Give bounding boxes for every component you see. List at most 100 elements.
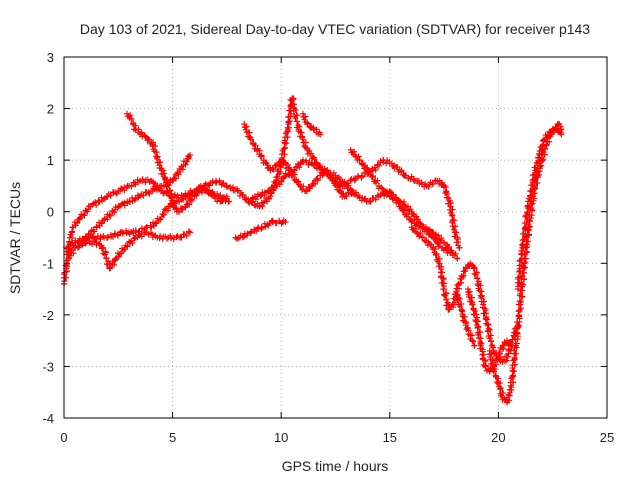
chart-title: Day 103 of 2021, Sidereal Day-to-day VTE…	[80, 21, 590, 37]
series-track-c	[65, 228, 193, 272]
data-point-run	[258, 218, 275, 231]
y-tick-label: 1	[47, 153, 54, 168]
data-point-run	[104, 228, 125, 241]
data-point-run	[241, 123, 254, 141]
x-tick-label: 10	[274, 430, 288, 445]
data-point	[508, 384, 515, 391]
data-point-run	[477, 345, 489, 369]
data-point	[186, 229, 193, 236]
data-point-run	[119, 227, 137, 237]
data-point-run	[145, 229, 159, 241]
y-tick-label: -1	[42, 256, 54, 271]
data-point	[310, 162, 317, 169]
data-point-run	[180, 153, 192, 168]
data-point-run	[522, 188, 535, 219]
data-point-run	[499, 356, 507, 365]
data-point-run	[105, 189, 120, 199]
data-point-run	[168, 194, 181, 213]
data-point-run	[356, 156, 371, 172]
data-point-run	[516, 262, 529, 306]
data-point-run	[440, 183, 454, 207]
data-point-run	[446, 206, 459, 236]
data-point-run	[69, 214, 83, 231]
data-point-run	[452, 275, 465, 298]
data-point-run	[139, 176, 153, 186]
data-point-run	[288, 95, 303, 131]
data-point-run	[138, 189, 153, 199]
data-point-run	[106, 256, 119, 271]
data-point-run	[475, 282, 488, 305]
series-track-b	[63, 151, 193, 252]
series-track-i	[245, 157, 461, 262]
data-point-run	[99, 244, 114, 272]
y-tick-label: -3	[42, 359, 54, 374]
series-track-m	[464, 286, 515, 375]
data-point-run	[344, 182, 360, 198]
data-point-run	[435, 263, 447, 293]
data-point-run	[128, 176, 142, 190]
data-point	[223, 193, 230, 200]
axes: 0 5 10 15 20 25 -4 -3 -2 -1 0 1 2 3	[42, 50, 614, 445]
series-track-j	[347, 146, 454, 257]
data-point-run	[191, 184, 203, 199]
data-point-run	[414, 177, 429, 190]
data-point	[558, 131, 565, 138]
data-point-run	[380, 156, 396, 170]
data-point-run	[436, 177, 446, 188]
x-tick-label: 20	[491, 430, 505, 445]
series-track-f	[232, 217, 289, 242]
x-axis-label: GPS time / hours	[282, 458, 389, 474]
series-track-k	[408, 224, 478, 349]
y-tick-label: 2	[47, 102, 54, 117]
data-point-run	[124, 112, 134, 121]
data-point	[454, 255, 461, 262]
data-point-run	[132, 225, 149, 235]
y-tick-label: 3	[47, 50, 54, 65]
data-point-run	[507, 344, 520, 389]
data-point-run	[144, 222, 154, 231]
y-tick-label: -2	[42, 308, 54, 323]
data-point-run	[398, 205, 414, 223]
series-track-o	[514, 124, 565, 293]
data-point-run	[494, 380, 507, 399]
data-point-run	[531, 154, 543, 172]
x-tick-label: 5	[169, 430, 176, 445]
series-track-n	[486, 120, 565, 406]
data-point	[408, 219, 415, 226]
y-tick-label: 0	[47, 205, 54, 220]
y-axis-label: SDTVAR / TECUs	[7, 182, 23, 294]
data-point-run	[170, 163, 186, 182]
series-track-e	[123, 110, 230, 216]
data-point	[471, 342, 478, 349]
data-point-run	[397, 198, 414, 214]
data-point-run	[139, 132, 151, 144]
data-point-run	[257, 194, 272, 210]
data-point-run	[337, 188, 347, 200]
data-point-run	[295, 128, 311, 152]
data-point-run	[555, 127, 564, 136]
data-point	[317, 131, 324, 138]
data-point-run	[156, 164, 169, 183]
data-point-run	[420, 223, 436, 240]
data-point-run	[451, 229, 463, 251]
data-point-run	[484, 322, 496, 349]
data-point	[186, 151, 193, 158]
data-point-run	[429, 246, 443, 265]
y-tick-label: -4	[42, 411, 54, 426]
data-point	[282, 219, 289, 226]
x-tick-label: 15	[383, 430, 397, 445]
data-point-run	[505, 339, 514, 348]
data-point-run	[61, 268, 70, 287]
data-point-run	[148, 215, 164, 231]
x-tick-label: 25	[600, 430, 614, 445]
data-point-run	[518, 213, 531, 249]
x-tick-label: 0	[60, 430, 67, 445]
data-point-run	[177, 228, 192, 241]
data-point	[499, 342, 506, 349]
data-point-run	[440, 286, 453, 313]
data-point-run	[156, 232, 171, 242]
data-point-run	[365, 168, 383, 190]
data-point-run	[495, 344, 507, 357]
data-point-run	[303, 184, 314, 195]
